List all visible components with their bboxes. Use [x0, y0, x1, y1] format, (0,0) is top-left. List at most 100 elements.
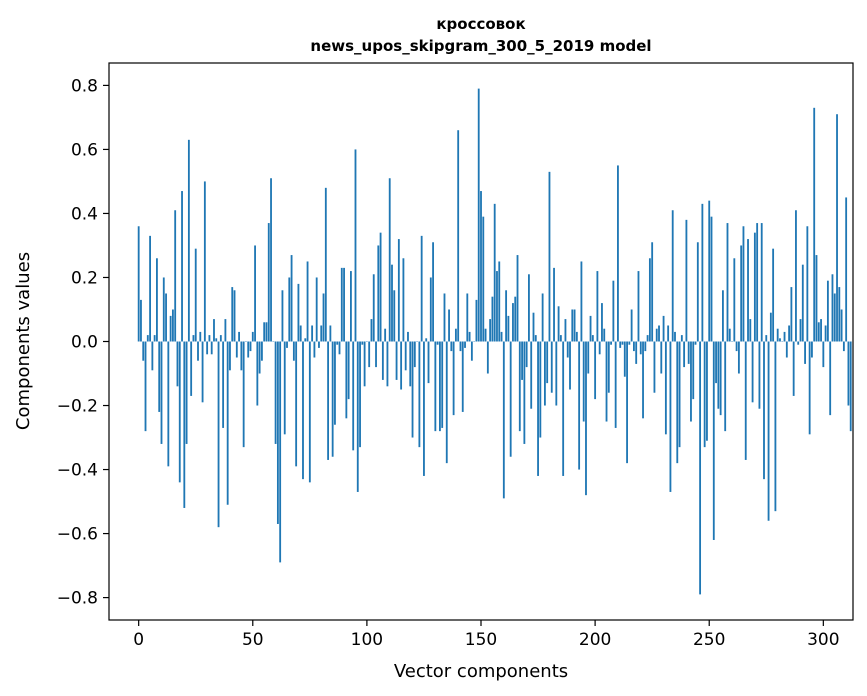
bar: [587, 341, 590, 374]
bar: [813, 107, 816, 342]
bar: [735, 341, 738, 352]
bar: [769, 312, 772, 342]
bar: [297, 283, 300, 342]
bar: [187, 139, 190, 342]
bar: [737, 341, 740, 374]
bar: [612, 280, 615, 342]
bar: [315, 277, 318, 342]
bar: [724, 341, 727, 432]
bar: [756, 223, 759, 342]
bar: [347, 341, 350, 400]
bar: [792, 341, 795, 396]
bar: [496, 271, 498, 342]
bar: [795, 210, 797, 342]
bar: [564, 319, 567, 342]
bar: [388, 178, 391, 342]
bar: [292, 341, 295, 361]
bar: [690, 341, 692, 422]
bar: [468, 331, 471, 342]
bar: [199, 331, 202, 342]
bar: [509, 341, 512, 457]
bar: [482, 216, 485, 342]
bar: [555, 341, 558, 406]
bar: [674, 331, 676, 342]
bar: [329, 325, 332, 342]
bar: [776, 328, 779, 342]
bar: [671, 210, 674, 342]
bar: [603, 328, 606, 342]
bar: [623, 341, 626, 377]
bar: [224, 319, 227, 342]
bar: [331, 341, 334, 457]
bar: [831, 274, 834, 342]
bar: [667, 325, 670, 342]
bar: [411, 341, 414, 438]
bar: [799, 319, 802, 342]
bar: [345, 341, 348, 419]
bar: [443, 293, 446, 342]
bar: [626, 341, 628, 464]
bar: [407, 331, 409, 342]
bar: [393, 290, 396, 342]
bar: [194, 248, 197, 342]
bar: [811, 341, 813, 358]
bar: [334, 341, 336, 425]
x-tick-label: 0: [133, 630, 144, 650]
bar: [370, 319, 373, 342]
bar: [486, 341, 489, 374]
bar: [619, 341, 622, 348]
bar: [692, 341, 695, 400]
y-tick-label: 0.8: [71, 76, 98, 96]
bar: [694, 341, 697, 345]
bar: [779, 338, 781, 342]
x-tick-label: 250: [693, 630, 725, 650]
bar: [235, 341, 238, 358]
x-tick-label: 200: [579, 630, 611, 650]
bar: [712, 341, 715, 540]
bar: [696, 242, 699, 342]
bar: [391, 264, 393, 342]
bar: [213, 319, 215, 342]
bar: [733, 258, 736, 342]
bar: [546, 341, 549, 384]
y-tick-label: 0.4: [71, 204, 98, 224]
bar: [242, 341, 245, 448]
y-axis-ticks: −0.8 −0.6 −0.4 −0.2 0.0 0.2 0.4 0.6 0.8: [57, 76, 109, 609]
bar: [459, 341, 462, 352]
bar: [381, 341, 384, 380]
bar: [790, 287, 793, 342]
bar: [231, 287, 234, 342]
x-tick-label: 150: [465, 630, 497, 650]
y-tick-label: 0.0: [71, 333, 98, 353]
bar: [436, 341, 439, 345]
bar: [397, 239, 400, 342]
bar: [146, 335, 149, 342]
bar: [838, 287, 841, 342]
bar: [585, 341, 587, 496]
bar: [516, 255, 519, 342]
bar: [226, 341, 229, 505]
bar: [751, 341, 754, 403]
bar: [605, 341, 608, 422]
bar: [532, 312, 535, 342]
bar: [304, 338, 307, 342]
bar: [591, 335, 594, 342]
bar: [680, 335, 683, 342]
bar: [845, 197, 848, 342]
bar: [760, 223, 763, 342]
bar: [254, 245, 256, 342]
bar: [432, 242, 434, 342]
bar: [217, 341, 220, 528]
bar: [283, 341, 286, 435]
bar: [336, 341, 339, 345]
bar: [206, 341, 209, 355]
bar: [201, 341, 204, 403]
bar: [635, 341, 638, 364]
bars-group: [137, 88, 852, 595]
bar: [158, 341, 161, 412]
bar: [219, 335, 222, 342]
bar: [439, 341, 441, 432]
bar: [580, 261, 583, 342]
bar: [562, 341, 565, 476]
bar: [302, 341, 304, 480]
